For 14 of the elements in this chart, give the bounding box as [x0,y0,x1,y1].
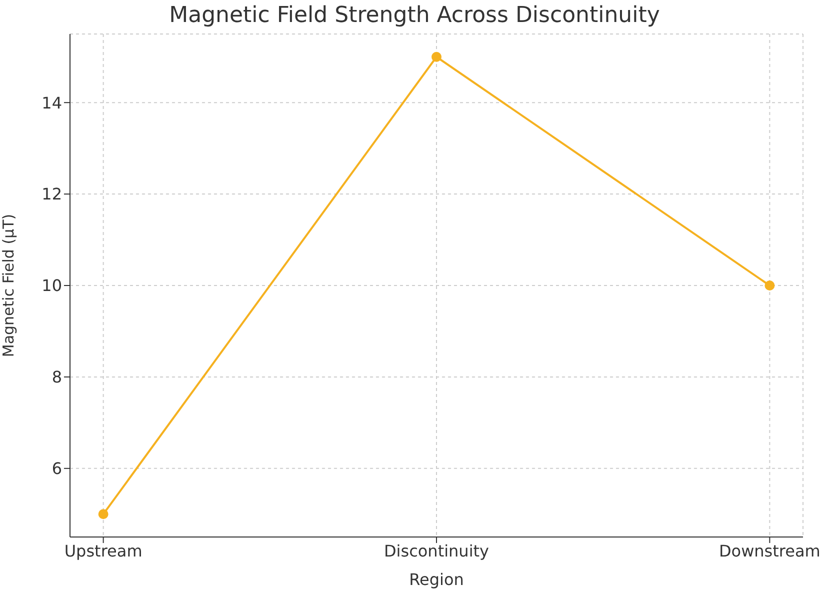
y-tick-label: 6 [52,459,62,478]
x-tick-label: Upstream [64,541,142,560]
point [432,52,442,62]
y-tick-label: 12 [42,184,62,204]
y-axis-title: Magnetic Field (μT) [0,214,18,358]
chart-title: Magnetic Field Strength Across Discontinuity [168,3,661,28]
x-tick-label: Discontinuity [384,541,490,560]
y-tick-label: 10 [42,276,62,296]
x-axis-title: Region [409,570,464,589]
x-tick-label: Downstream [718,541,820,560]
y-tick-label: 8 [52,368,62,387]
point [98,509,108,520]
y-tick-label: 14 [42,93,62,112]
point [764,280,775,290]
